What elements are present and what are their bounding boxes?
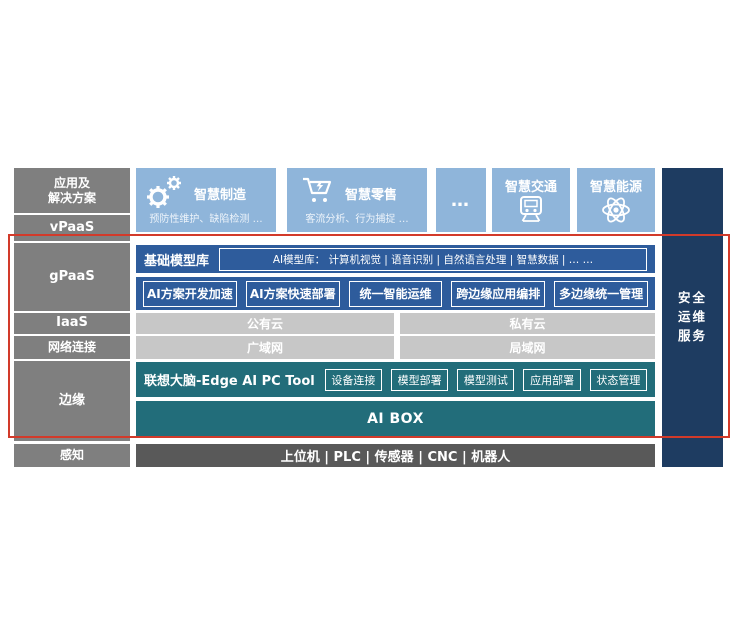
layer-edge: 边缘 (14, 361, 130, 441)
device-bar: 上位机 | PLC | 传感器 | CNC | 机器人 (136, 444, 655, 467)
layer-network: 网络连接 (14, 336, 130, 359)
lan-cell: 局域网 (400, 336, 655, 359)
edge-ai-pc-tool-title: 联想大脑-Edge AI PC Tool (144, 374, 315, 389)
btn-ai-dev-acceleration: AI方案开发加速 (143, 280, 237, 307)
module-smart-manufacturing: 智慧制造 预防性维护、缺陷检测 … (136, 168, 276, 232)
layer-gpaas: gPaaS (14, 243, 130, 311)
btn-ai-rapid-deploy: AI方案快速部署 (245, 280, 340, 307)
private-cloud-cell: 私有云 (400, 313, 655, 334)
layer-vpaas: vPaaS (14, 215, 130, 241)
layer-app-solutions: 应用及 解决方案 (14, 168, 130, 213)
ai-model-library-box: AI模型库： 计算机视觉 | 语音识别 | 自然语言处理 | 智慧数据 | … … (219, 247, 647, 271)
btn-unified-ops: 统一智能运维 (348, 280, 443, 307)
module-smart-retail: 智慧零售 客流分析、行为捕捉 … (287, 168, 427, 232)
btn-status-manage: 状态管理 (589, 368, 647, 391)
edge-ai-pc-tool-bar: 联想大脑-Edge AI PC Tool 设备连接 模型部署 模型测试 应用部署… (136, 362, 655, 397)
module-subtitle: 预防性维护、缺陷检测 … (149, 214, 263, 225)
security-ops-label: 安全 运维 服务 (677, 290, 707, 343)
gears-icon (144, 174, 186, 216)
capability-button-bar: AI方案开发加速 AI方案快速部署 统一智能运维 跨边缘应用编排 多边缘统一管理 (136, 277, 655, 310)
module-title: 智慧制造 (194, 188, 247, 203)
btn-cross-edge-orchestration: 跨边缘应用编排 (451, 280, 546, 307)
module-subtitle: 客流分析、行为捕捉 … (305, 214, 409, 225)
train-icon (515, 194, 547, 230)
module-title: 智慧交通 (504, 180, 557, 195)
cart-icon (299, 174, 337, 212)
btn-app-deploy: 应用部署 (523, 368, 581, 391)
edge-tool-buttons: 设备连接 模型部署 模型测试 应用部署 状态管理 (315, 368, 655, 391)
module-more: … (436, 168, 486, 232)
layer-perception: 感知 (14, 444, 130, 467)
ai-box-bar: AI BOX (136, 401, 655, 437)
ellipsis-icon: … (451, 189, 471, 211)
security-ops-column: 安全 运维 服务 (662, 168, 723, 467)
btn-multi-edge-management: 多边缘统一管理 (554, 280, 648, 307)
base-model-label: 基础模型库 (144, 253, 210, 269)
base-model-bar: 基础模型库 AI模型库： 计算机视觉 | 语音识别 | 自然语言处理 | 智慧数… (136, 245, 655, 273)
wan-cell: 广域网 (136, 336, 394, 359)
public-cloud-cell: 公有云 (136, 313, 394, 334)
layer-iaas: IaaS (14, 313, 130, 334)
module-title: 智慧零售 (345, 188, 398, 203)
module-title: 智慧能源 (589, 180, 642, 195)
module-smart-energy: 智慧能源 (577, 168, 655, 232)
btn-device-connect: 设备连接 (324, 368, 382, 391)
layer-app-solutions-label: 应用及 解决方案 (47, 175, 96, 205)
module-smart-transport: 智慧交通 (492, 168, 570, 232)
btn-model-deploy: 模型部署 (390, 368, 449, 391)
atom-icon (598, 195, 634, 229)
btn-model-test: 模型测试 (457, 368, 515, 391)
